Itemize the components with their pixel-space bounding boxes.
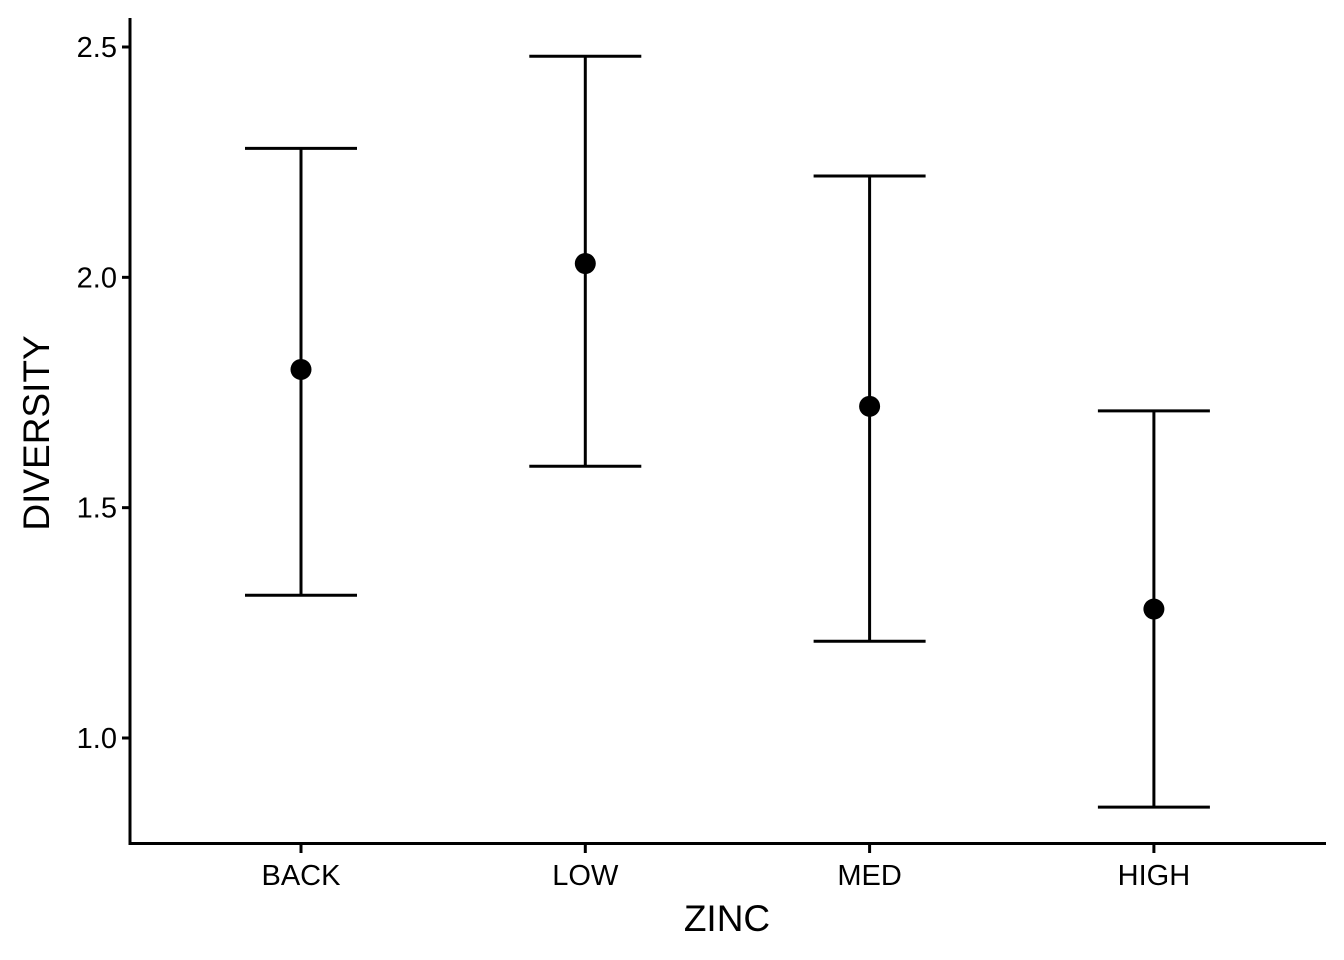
mean-point — [859, 395, 881, 417]
mean-point — [574, 253, 596, 275]
plot-area — [245, 54, 1210, 809]
errorbar-group — [529, 54, 642, 468]
errorbar-group — [1097, 409, 1210, 809]
mean-point — [1143, 598, 1165, 620]
y-tick-label: 2.0 — [77, 262, 117, 294]
errorbar-group — [813, 174, 926, 643]
y-axis-ticks: 1.0 1.5 2.0 2.5 — [77, 32, 130, 755]
errorbar-group — [245, 146, 357, 597]
y-tick-label: 1.0 — [77, 723, 117, 755]
mean-point — [290, 358, 312, 380]
axes — [128, 18, 1326, 845]
y-axis-title: DIVERSITY — [16, 335, 57, 530]
y-tick-label: 1.5 — [77, 493, 117, 525]
x-tick-label: MED — [837, 860, 901, 892]
x-axis-ticks: BACK LOW MED HIGH — [262, 845, 1191, 892]
y-tick-label: 2.5 — [77, 32, 117, 64]
x-tick-label: HIGH — [1118, 860, 1191, 892]
x-tick-label: LOW — [552, 860, 619, 892]
x-axis-title: ZINC — [684, 898, 770, 939]
x-tick-label: BACK — [262, 860, 342, 892]
